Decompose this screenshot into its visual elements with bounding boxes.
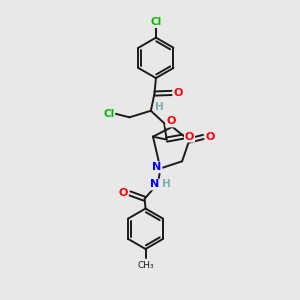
Text: O: O <box>185 132 194 142</box>
Text: O: O <box>206 132 215 142</box>
Text: O: O <box>118 188 128 198</box>
Text: N: N <box>152 162 161 172</box>
Text: Cl: Cl <box>103 109 114 119</box>
Text: Cl: Cl <box>150 17 162 27</box>
Text: CH₃: CH₃ <box>137 261 154 270</box>
Text: H: H <box>155 102 164 112</box>
Text: H: H <box>162 179 171 190</box>
Text: O: O <box>173 88 183 98</box>
Text: N: N <box>150 179 159 190</box>
Text: O: O <box>166 116 176 127</box>
